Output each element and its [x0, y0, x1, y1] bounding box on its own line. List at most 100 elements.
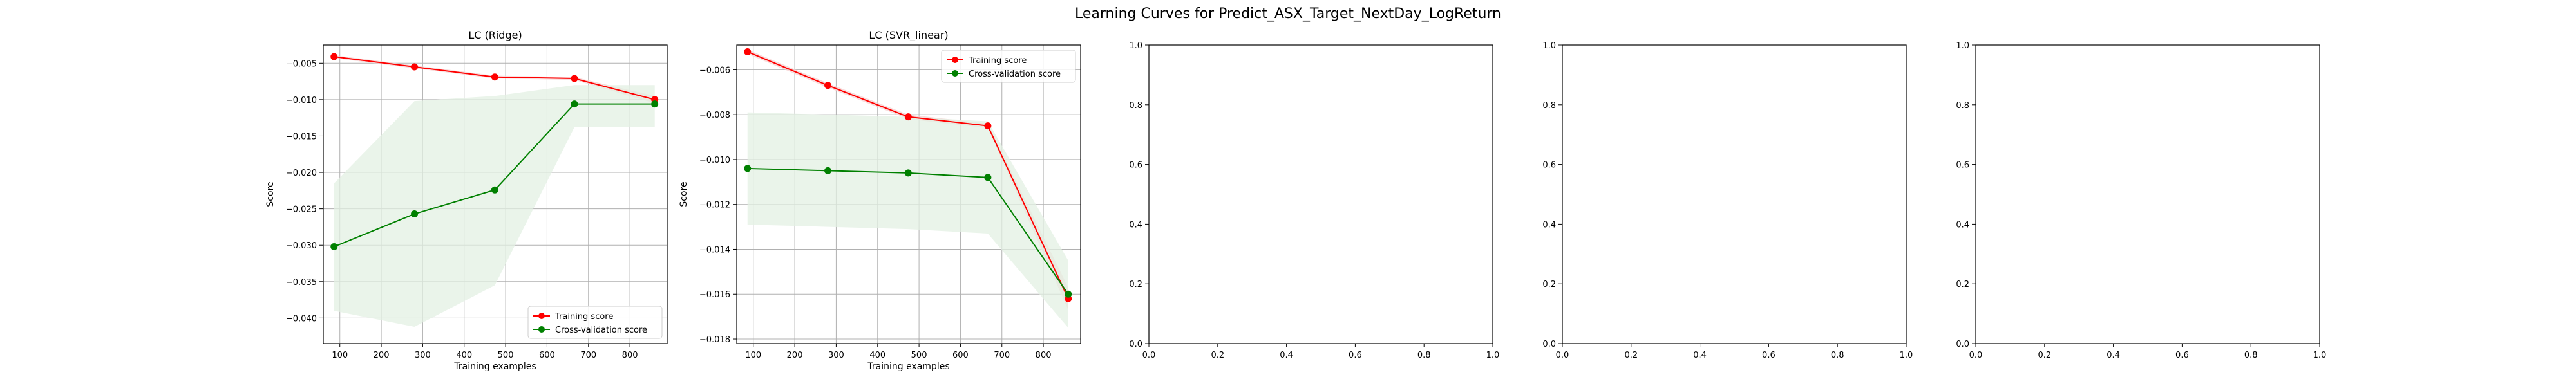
y-tick-label: −0.040 — [286, 314, 317, 324]
x-tick-label: 300 — [828, 351, 844, 360]
legend-label-cross-validation: Cross-validation score — [555, 326, 647, 335]
x-tick-label: 0.8 — [2244, 351, 2258, 360]
x-tick-label: 0.4 — [1280, 351, 1293, 360]
x-tick-label: 0.0 — [1969, 351, 1983, 360]
y-tick-label: −0.006 — [699, 66, 730, 75]
subplot-5: 0.0 0.2 0.4 0.6 0.8 1.0 0.0 0.2 0.4 0.6 0.8 1.0 — [1956, 41, 2326, 360]
legend-label-training: Training score — [554, 312, 613, 322]
point-cross-validation — [571, 100, 578, 108]
x-tick-label: 400 — [456, 351, 472, 360]
y-tick-label: 0.6 — [1542, 161, 1556, 170]
band-cross-validation — [334, 85, 655, 327]
y-tick-label: 0.0 — [1129, 340, 1142, 349]
legend-box — [527, 306, 663, 339]
x-tick-label: 0.6 — [2175, 351, 2189, 360]
x-axis-label: Training examples — [453, 362, 536, 372]
y-tick-label: −0.025 — [286, 205, 317, 215]
y-tick-label: 0.0 — [1542, 340, 1556, 349]
subplots: 100 200 300 400 500 600 700 800 −0.005 −0.010 −0.0… — [265, 29, 2326, 372]
subplot-1: 100 200 300 400 500 600 700 800 −0.005 −0.010 −0.0… — [265, 29, 668, 372]
x-tick-label: 0.6 — [1762, 351, 1776, 360]
point-cross-validation — [651, 100, 659, 108]
point-cross-validation — [1065, 290, 1072, 298]
y-tick-label: 1.0 — [1129, 41, 1142, 51]
y-tick-label: 0.2 — [1542, 280, 1556, 290]
y-tick-label: −0.008 — [699, 111, 730, 120]
x-tick-label: 100 — [332, 351, 348, 360]
y-axis-label: Score — [679, 181, 689, 207]
x-tick-label: 0.6 — [1349, 351, 1362, 360]
x-tick-label: 0.2 — [1211, 351, 1224, 360]
x-tick-label: 0.4 — [2107, 351, 2120, 360]
y-tick-label: 0.4 — [1956, 220, 1969, 230]
y-tick-label: −0.030 — [286, 241, 317, 251]
point-cross-validation — [330, 243, 338, 250]
point-training — [904, 113, 912, 121]
y-tick-label: −0.020 — [286, 169, 317, 178]
x-tick-label: 100 — [745, 351, 761, 360]
legend-marker-training — [952, 57, 958, 63]
x-tick-label: 1.0 — [1486, 351, 1500, 360]
subplot-title: LC (SVR_linear) — [869, 29, 948, 42]
y-tick-label: −0.012 — [699, 201, 730, 210]
legend: Training score Cross-validation score — [527, 306, 663, 339]
x-tick-label: 0.8 — [1831, 351, 1844, 360]
x-tick-label: 800 — [1036, 351, 1052, 360]
band-cross-validation — [747, 112, 1068, 328]
x-tick-label: 1.0 — [1900, 351, 1913, 360]
x-tick-label: 200 — [787, 351, 803, 360]
point-training — [824, 82, 832, 89]
legend-marker-training — [538, 313, 545, 319]
legend-box — [941, 50, 1076, 83]
x-tick-label: 300 — [415, 351, 431, 360]
point-cross-validation — [491, 186, 498, 194]
x-tick-label: 0.0 — [1556, 351, 1569, 360]
y-tick-label: 0.2 — [1129, 280, 1142, 290]
x-tick-label: 400 — [869, 351, 886, 360]
x-tick-label: 0.4 — [1693, 351, 1707, 360]
y-tick-label: 1.0 — [1956, 41, 1969, 51]
y-tick-label: 0.8 — [1129, 101, 1142, 111]
legend-marker-cross-validation — [538, 326, 545, 333]
y-tick-label: 0.0 — [1956, 340, 1969, 349]
legend-marker-cross-validation — [952, 70, 958, 77]
x-tick-label: 0.2 — [2038, 351, 2051, 360]
legend-label-training: Training score — [968, 56, 1027, 66]
y-axis-label: Score — [265, 181, 276, 207]
point-training — [411, 63, 419, 71]
axes-frame — [736, 44, 1081, 344]
x-tick-label: 0.0 — [1142, 351, 1156, 360]
y-tick-label: −0.015 — [286, 132, 317, 142]
axes-frame — [1562, 44, 1907, 344]
y-tick-label: −0.016 — [699, 290, 730, 300]
y-tick-label: −0.018 — [699, 335, 730, 345]
point-training — [330, 53, 338, 60]
point-training — [491, 73, 498, 81]
figure-title: Learning Curves for Predict_ASX_Target_N… — [1075, 6, 1501, 22]
legend-label-cross-validation: Cross-validation score — [969, 69, 1061, 79]
y-tick-label: −0.010 — [699, 156, 730, 165]
x-tick-label: 600 — [539, 351, 555, 360]
y-tick-label: −0.014 — [699, 245, 730, 255]
x-tick-label: 1.0 — [2313, 351, 2327, 360]
axes-frame — [1148, 44, 1493, 344]
y-tick-label: 1.0 — [1542, 41, 1556, 51]
x-tick-label: 0.8 — [1417, 351, 1431, 360]
x-tick-label: 200 — [374, 351, 390, 360]
axes-frame — [1975, 44, 2320, 344]
point-cross-validation — [744, 165, 752, 172]
point-training — [984, 122, 992, 130]
y-tick-label: −0.005 — [286, 59, 317, 69]
x-tick-label: 800 — [622, 351, 638, 360]
x-axis-label: Training examples — [867, 362, 949, 372]
subplot-4: 0.0 0.2 0.4 0.6 0.8 1.0 0.0 0.2 0.4 0.6 0.8 1.0 — [1542, 41, 1913, 360]
point-cross-validation — [824, 167, 832, 174]
subplot-2: 100 200 300 400 500 600 700 800 −0.006 −0.008 −0.0… — [679, 29, 1081, 372]
y-tick-label: 0.4 — [1129, 220, 1142, 230]
point-cross-validation — [984, 174, 992, 181]
point-training — [571, 75, 578, 82]
x-tick-label: 0.2 — [1624, 351, 1638, 360]
y-tick-label: 0.2 — [1956, 280, 1969, 290]
x-tick-label: 700 — [580, 351, 596, 360]
